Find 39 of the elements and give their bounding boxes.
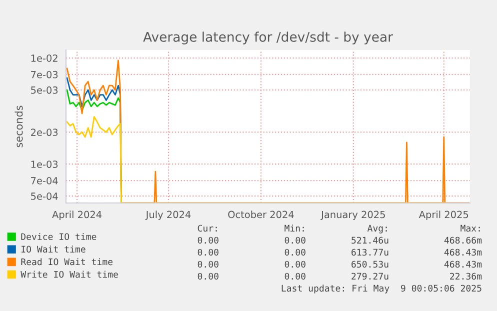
text: 521.46u: [352, 236, 388, 244]
text: 0.00: [284, 236, 306, 244]
legend-label: Write IO Wait time: [20, 270, 118, 278]
text: 0.00: [198, 236, 218, 244]
text: Last update: Fri May 9 00:05:06 2025: [282, 284, 482, 294]
y-tick-label: 7e-04: [31, 177, 58, 184]
x-tick-label: April 2024: [52, 210, 102, 220]
y-tick-label: 7e-03: [31, 70, 58, 78]
y-tick-label: 1e-02: [31, 54, 58, 62]
y-axis-title: seconds: [14, 106, 23, 148]
text: 468.66m: [444, 236, 482, 244]
y-tick-label: 1e-03: [31, 160, 58, 168]
text: 468.43m: [444, 248, 482, 256]
text: 0.00: [198, 248, 218, 256]
text: 650.53u: [352, 260, 388, 268]
text: 0.00: [284, 272, 306, 280]
y-tick-label: 5e-04: [31, 192, 58, 200]
text: 468.43m: [444, 260, 482, 268]
text: 279.27u: [352, 272, 388, 280]
text: 0.00: [198, 260, 218, 268]
y-tick-label: 2e-03: [31, 128, 58, 136]
x-tick-label: April 2025: [418, 210, 468, 220]
chart-title: Average latency for /dev/sdt - by year: [143, 32, 393, 44]
text: 0.00: [198, 272, 218, 280]
legend-label: IO Wait time: [22, 246, 86, 253]
text: 613.77u: [352, 248, 388, 256]
text: 0.00: [284, 260, 306, 268]
legend-label: Device IO time: [21, 233, 96, 240]
text: Avg:: [367, 224, 387, 234]
text: 22.36m: [450, 272, 482, 280]
x-tick-label: January 2025: [320, 210, 385, 220]
y-tick-label: 5e-03: [31, 86, 58, 94]
text: Min:: [284, 224, 304, 232]
legend-label: Read IO Wait time: [21, 258, 113, 266]
text: Max:: [460, 224, 480, 232]
x-tick-label: October 2024: [228, 210, 294, 218]
text: 0.00: [284, 248, 306, 256]
text: Cur:: [198, 224, 217, 232]
x-tick-label: July 2024: [145, 210, 191, 220]
